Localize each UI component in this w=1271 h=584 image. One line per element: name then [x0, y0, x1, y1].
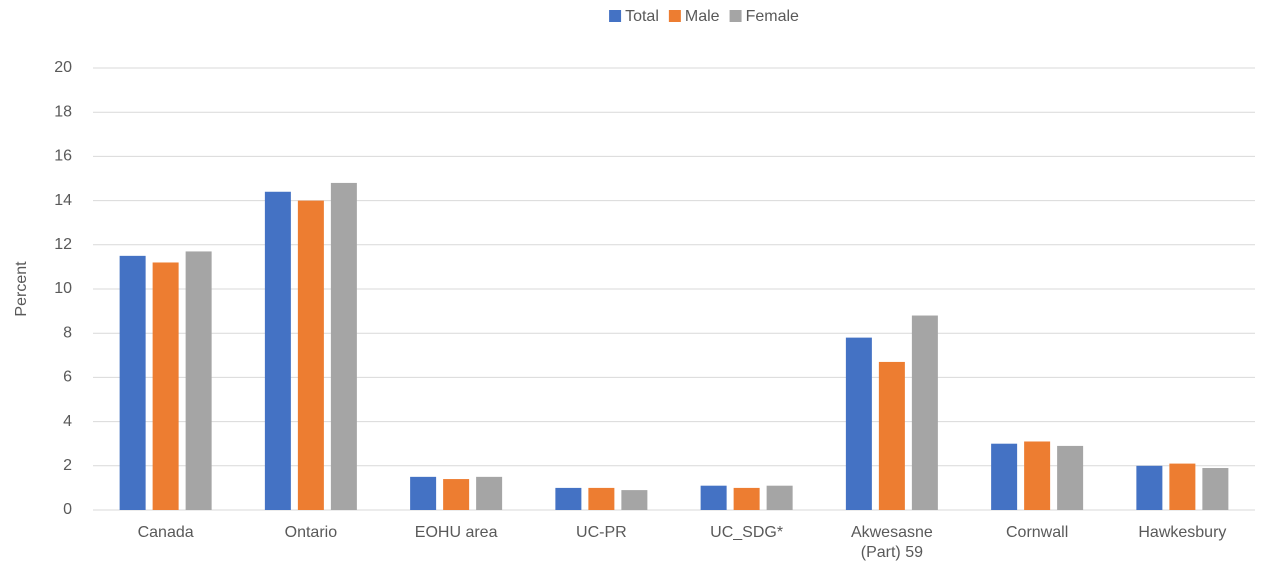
y-axis-title: Percent [13, 261, 30, 317]
bar [1202, 468, 1229, 510]
y-tick-label: 10 [54, 280, 72, 297]
bar [152, 262, 179, 510]
bar [766, 485, 793, 510]
y-tick-label: 0 [63, 501, 72, 518]
bar [845, 337, 872, 510]
bar [443, 479, 470, 510]
legend-swatch [729, 10, 742, 22]
y-tick-label: 16 [54, 148, 72, 165]
legend-label: Male [685, 8, 720, 25]
legend-label: Total [625, 8, 659, 25]
bar [911, 315, 938, 510]
legend-swatch [668, 10, 681, 22]
bar [119, 255, 146, 510]
x-tick-label: Akwesasne (Part) 59 [850, 524, 933, 561]
bar [733, 487, 760, 510]
y-tick-label: 4 [63, 413, 72, 430]
bar [330, 182, 357, 511]
y-tick-label: 8 [63, 324, 72, 341]
x-tick-label: Hawkesbury [1138, 524, 1227, 541]
bar [700, 485, 727, 510]
bar [1024, 441, 1051, 510]
x-tick-label: UC_SDG* [710, 524, 784, 541]
legend-label: Female [746, 8, 799, 25]
bar [1169, 463, 1196, 510]
x-tick-label: Canada [137, 524, 194, 541]
bar [555, 487, 582, 510]
legend-swatch [609, 10, 622, 22]
y-tick-label: 20 [54, 59, 72, 76]
x-tick-label: UC-PR [576, 524, 627, 541]
bar [185, 251, 212, 510]
bar [476, 476, 503, 510]
bar [588, 487, 615, 510]
bar [1136, 465, 1163, 510]
bar [621, 490, 648, 510]
bar [878, 361, 905, 510]
y-tick-label: 18 [54, 103, 72, 120]
bar [264, 191, 291, 510]
y-tick-label: 6 [63, 369, 72, 386]
y-tick-label: 12 [54, 236, 72, 253]
y-tick-label: 2 [63, 457, 72, 474]
bar [1057, 445, 1084, 510]
bar [410, 476, 437, 510]
bar [297, 200, 324, 510]
bar [991, 443, 1018, 510]
x-tick-label: EOHU area [414, 524, 498, 541]
x-tick-label: Ontario [284, 524, 338, 541]
y-tick-label: 14 [54, 192, 72, 209]
x-tick-label: Cornwall [1006, 524, 1069, 541]
